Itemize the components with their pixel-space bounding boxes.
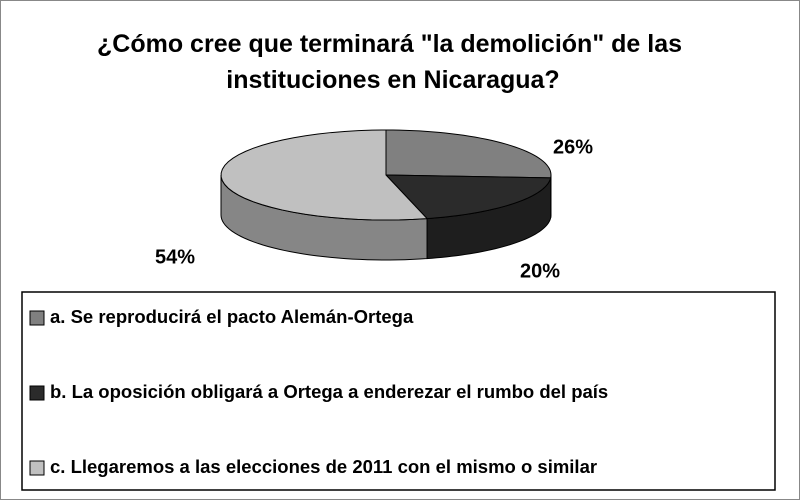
chart-title: ¿Cómo cree que terminará "la demolición"… xyxy=(97,30,689,94)
data-label: 20% xyxy=(520,260,560,282)
legend-swatch xyxy=(29,460,45,476)
data-label: 54% xyxy=(155,246,195,268)
pie xyxy=(220,129,552,261)
slice xyxy=(220,129,429,221)
title-line: instituciones en Nicaragua? xyxy=(226,66,559,94)
legend-label: b. La oposición obligará a Ortega a ende… xyxy=(50,381,608,402)
legend-label: a. Se reproducirá el pacto Alemán-Ortega xyxy=(50,306,414,327)
legend-label: c. Llegaremos a las elecciones de 2011 c… xyxy=(50,456,597,477)
legend-box xyxy=(21,291,776,491)
slice xyxy=(384,174,552,220)
data-label: 26% xyxy=(553,136,593,158)
legend-swatch xyxy=(29,385,45,401)
slice xyxy=(385,129,552,179)
title-line: ¿Cómo cree que terminará "la demolición"… xyxy=(97,30,682,58)
legend-swatch xyxy=(29,310,45,326)
